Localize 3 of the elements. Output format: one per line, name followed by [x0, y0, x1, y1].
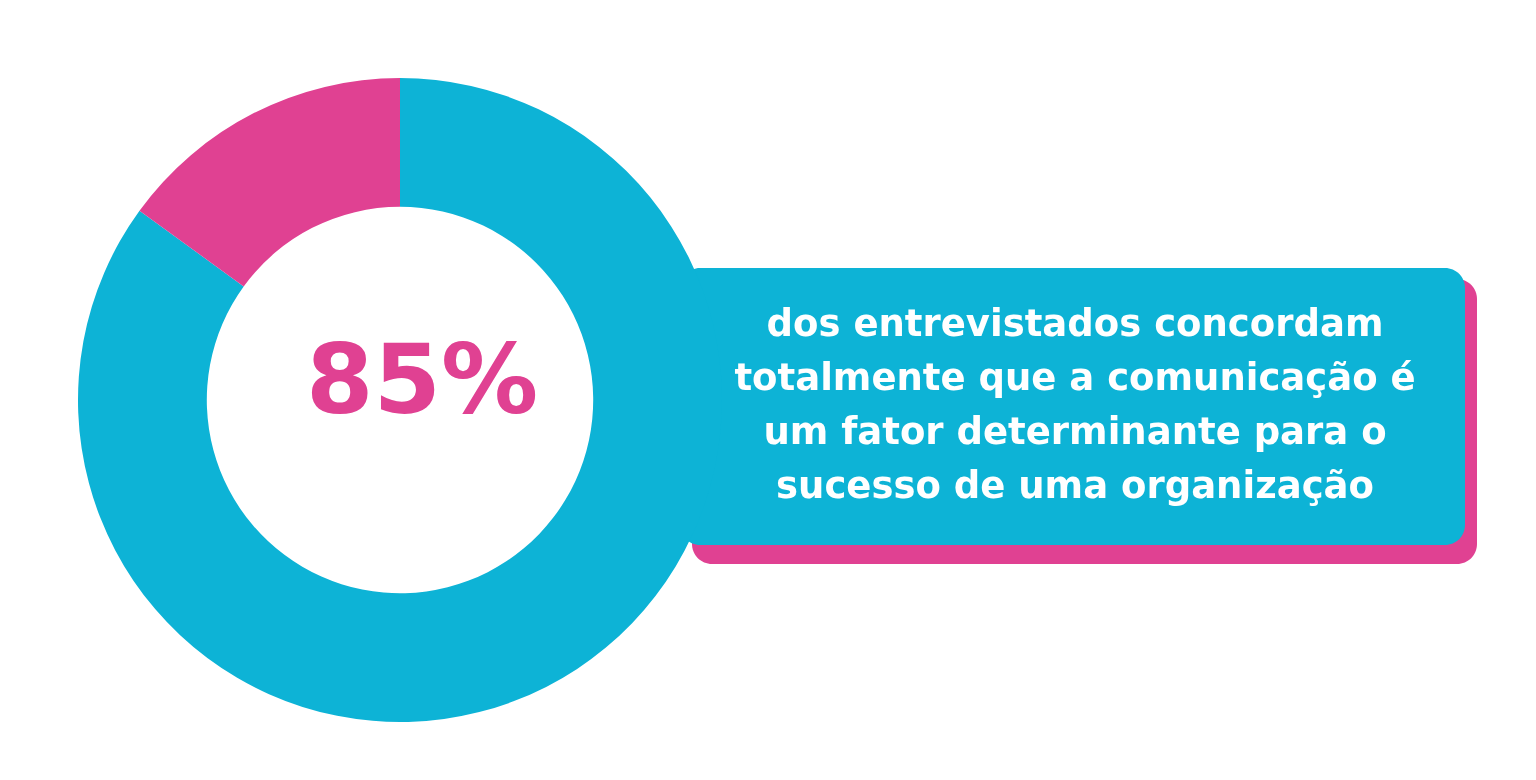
- donut-slice: [139, 78, 400, 287]
- text: dos entrevistados concordam totalmente que a comunicação é um fator determinante para o sucesso de uma organização: [734, 302, 1416, 507]
- data-label: 85%: [305, 323, 539, 436]
